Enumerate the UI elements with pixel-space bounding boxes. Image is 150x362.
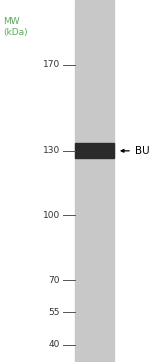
Text: 100: 100 [43, 211, 60, 220]
Text: MW
(kDa): MW (kDa) [3, 17, 28, 37]
Text: 70: 70 [48, 275, 60, 285]
Text: 55: 55 [48, 308, 60, 317]
Text: 40: 40 [49, 340, 60, 349]
Text: 170: 170 [43, 60, 60, 69]
Bar [75, 0, 114, 362]
Text: 130: 130 [43, 146, 60, 155]
Bar [75, 143, 114, 159]
Text: BUB1B: BUB1B [135, 146, 150, 156]
